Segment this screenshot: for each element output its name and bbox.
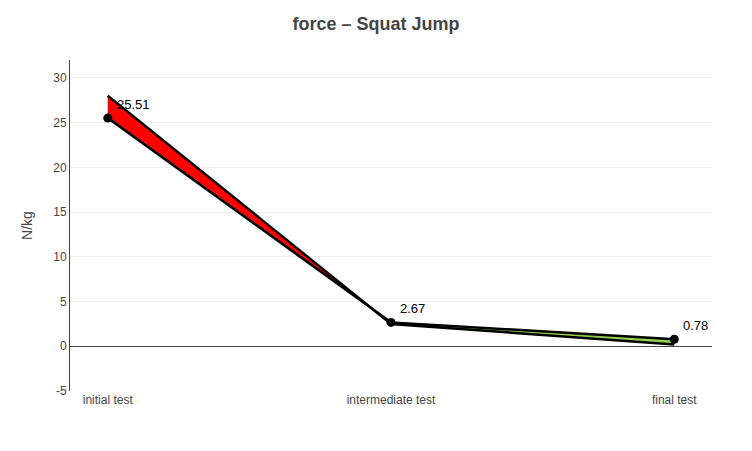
svg-text:15: 15 xyxy=(53,205,67,219)
svg-text:2.67: 2.67 xyxy=(400,301,425,316)
svg-text:20: 20 xyxy=(53,161,67,175)
svg-text:force – Squat Jump: force – Squat Jump xyxy=(292,14,459,34)
svg-text:intermediate test: intermediate test xyxy=(347,393,436,407)
svg-text:0: 0 xyxy=(60,339,67,353)
svg-text:final test: final test xyxy=(652,393,697,407)
svg-text:30: 30 xyxy=(53,71,67,85)
svg-text:25: 25 xyxy=(53,116,67,130)
svg-text:10: 10 xyxy=(53,250,67,264)
svg-text:N/kg: N/kg xyxy=(19,211,35,240)
svg-text:25.51: 25.51 xyxy=(117,97,150,112)
svg-text:-5: -5 xyxy=(56,384,67,398)
svg-text:0.78: 0.78 xyxy=(683,318,708,333)
svg-text:initial test: initial test xyxy=(83,393,134,407)
svg-text:5: 5 xyxy=(60,295,67,309)
